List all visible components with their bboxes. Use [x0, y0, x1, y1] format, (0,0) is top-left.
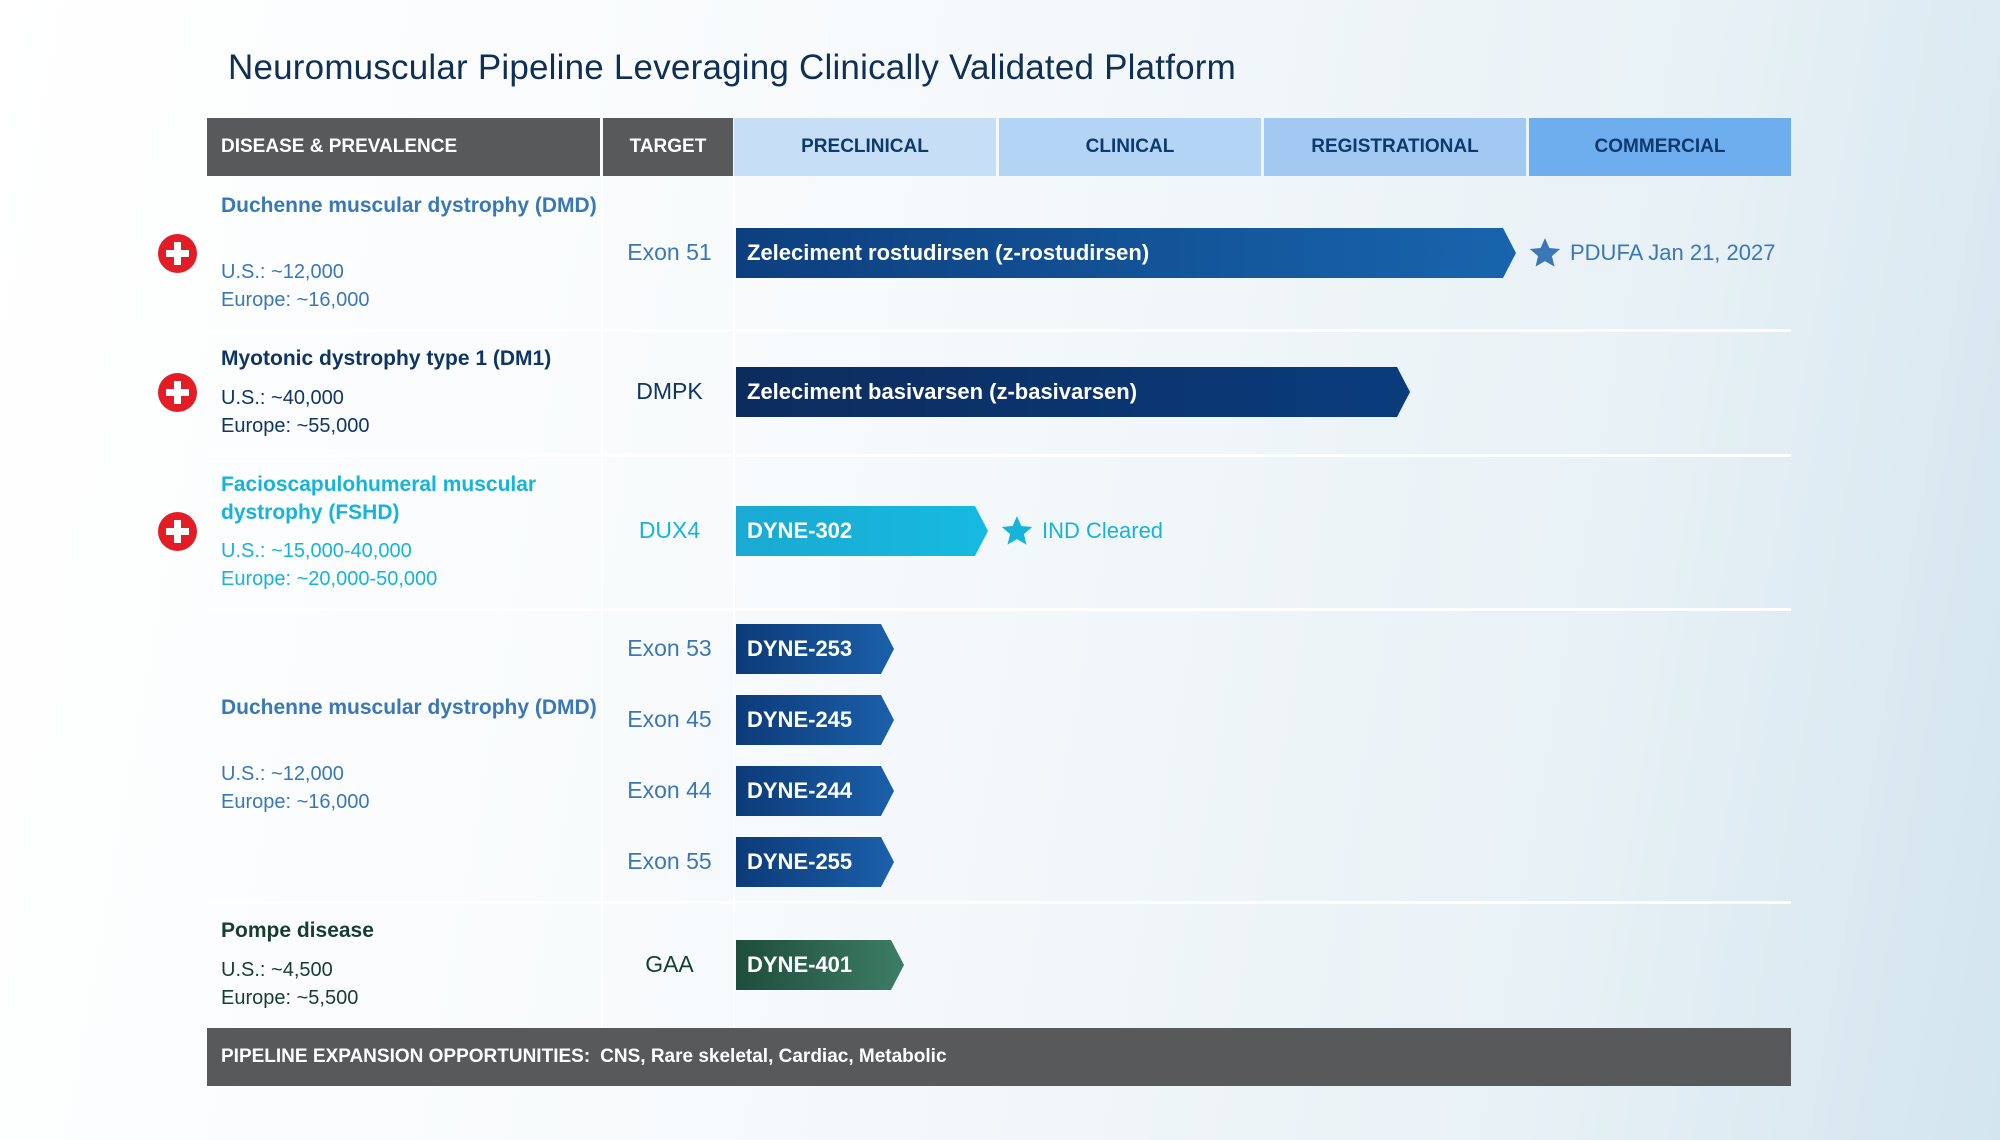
- row-divider: [207, 454, 1791, 457]
- prevalence-us: U.S.: ~12,000: [221, 763, 344, 785]
- program-bar: DYNE-245: [736, 695, 894, 745]
- disease-name: Facioscapulohumeral muscular dystrophy (…: [221, 473, 537, 524]
- target-label: DUX4: [638, 517, 701, 543]
- target-label: Exon 53: [627, 635, 712, 661]
- program-bar: Zeleciment basivarsen (z-basivarsen): [736, 367, 1410, 417]
- prevalence-europe: Europe: ~16,000: [221, 289, 370, 311]
- star-icon: [1001, 516, 1033, 545]
- program-bar: Zeleciment rostudirsen (z-rostudirsen): [736, 228, 1516, 278]
- program-bar: DYNE-401: [736, 940, 904, 990]
- header-registrational: REGISTRATIONAL: [1264, 118, 1526, 176]
- milestone: PDUFA Jan 21, 2027: [1528, 236, 1775, 270]
- row-divider: [207, 608, 1791, 611]
- prevalence-us: U.S.: ~15,000-40,000: [221, 540, 412, 562]
- program-bar: DYNE-253: [736, 624, 894, 674]
- disease-name: Duchenne muscular dystrophy (DMD): [221, 194, 597, 217]
- plus-icon: [158, 512, 197, 551]
- disease-name: Pompe disease: [221, 919, 374, 942]
- prevalence-europe: Europe: ~16,000: [221, 791, 370, 813]
- header-clinical: CLINICAL: [999, 118, 1261, 176]
- pipeline-expansion-footer: PIPELINE EXPANSION OPPORTUNITIES: CNS, R…: [207, 1028, 1791, 1086]
- header-target: TARGET: [603, 118, 733, 176]
- milestone-label: PDUFA Jan 21, 2027: [1570, 240, 1776, 265]
- footer-value: CNS, Rare skeletal, Cardiac, Metabolic: [600, 1046, 947, 1067]
- prevalence-europe: Europe: ~20,000-50,000: [221, 568, 438, 590]
- footer-label: PIPELINE EXPANSION OPPORTUNITIES:: [221, 1046, 591, 1067]
- target-label: Exon 45: [627, 706, 712, 732]
- header-disease-prevalence: DISEASE & PREVALENCE: [207, 118, 600, 176]
- plus-icon: [158, 234, 197, 273]
- target-label: DMPK: [636, 378, 703, 404]
- prevalence-us: U.S.: ~12,000: [221, 261, 344, 283]
- row-divider: [207, 329, 1791, 332]
- target-label: Exon 44: [627, 777, 712, 803]
- column-divider: [733, 176, 735, 1028]
- page-title: Neuromuscular Pipeline Leveraging Clinic…: [228, 48, 1236, 87]
- program-bar: DYNE-255: [736, 837, 894, 887]
- row-divider: [207, 901, 1791, 904]
- milestone-label: IND Cleared: [1042, 518, 1164, 543]
- program-bar: DYNE-244: [736, 766, 894, 816]
- prevalence-us: U.S.: ~40,000: [221, 387, 344, 409]
- star-icon: [1529, 238, 1561, 267]
- target-label: Exon 55: [627, 848, 712, 874]
- program-bar: DYNE-302: [736, 506, 988, 556]
- header-commercial: COMMERCIAL: [1529, 118, 1791, 176]
- target-label: GAA: [645, 951, 694, 977]
- column-divider: [601, 176, 603, 1028]
- prevalence-us: U.S.: ~4,500: [221, 959, 333, 981]
- plus-icon: [158, 373, 197, 412]
- disease-name: Myotonic dystrophy type 1 (DM1): [221, 347, 552, 370]
- milestone: IND Cleared: [1000, 514, 1163, 548]
- header-preclinical: PRECLINICAL: [734, 118, 996, 176]
- prevalence-europe: Europe: ~5,500: [221, 987, 359, 1009]
- prevalence-europe: Europe: ~55,000: [221, 415, 370, 437]
- disease-name: Duchenne muscular dystrophy (DMD): [221, 696, 597, 719]
- target-label: Exon 51: [627, 239, 712, 265]
